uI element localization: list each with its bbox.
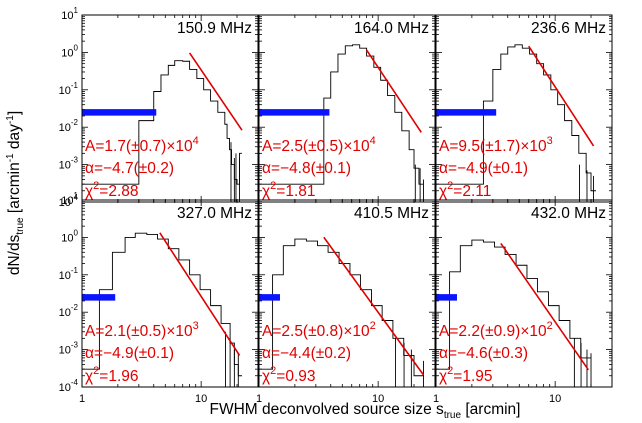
x-axis-title: FWHM deconvolved source size strue [arcm… <box>210 401 521 421</box>
power-law-fit <box>323 236 425 376</box>
y-tick-label: 10-1 <box>59 81 79 97</box>
fit-chi2-label: χ2=1.95 <box>439 365 493 385</box>
axes-frame <box>258 199 436 388</box>
x-tick-label: 10 <box>549 393 561 405</box>
fit-amplitude-label: A=2.2(±0.9)×102 <box>439 320 553 340</box>
fit-chi2-label: χ2=1.81 <box>262 180 316 200</box>
y-tick-label: 100 <box>61 228 78 244</box>
power-law-fit <box>365 49 422 133</box>
frequency-label: 236.6 MHz <box>531 20 606 37</box>
histogram-series <box>436 239 592 370</box>
x-tick-label: 1 <box>79 393 85 405</box>
y-tick-label: 10-1 <box>59 266 79 282</box>
fit-slope-label: α=−4.8(±0.1) <box>262 160 351 177</box>
power-law-fit <box>159 232 241 356</box>
y-tick-label: 10-3 <box>59 156 79 172</box>
panel-5: 410.5 MHz A=2.5(±0.8)×102 α=−4.4(±0.2) χ2=0… <box>256 199 436 405</box>
fit-chi2-label: χ2=2.11 <box>439 180 491 200</box>
fit-amplitude-label: A=9.5(±1.7)×103 <box>439 135 553 155</box>
panel-4: 327.0 MHz A=2.1(±0.5)×103 α=−4.9(±0.1) χ2=1… <box>59 191 259 405</box>
x-tick-label: 10 <box>372 393 384 405</box>
y-tick-label: 101 <box>61 6 78 22</box>
power-law-fit <box>188 52 243 131</box>
fit-amplitude-label: A=1.7(±0.7)×104 <box>85 135 199 155</box>
axes-frame <box>81 199 259 388</box>
power-law-fit <box>500 242 590 371</box>
fit-slope-label: α=−4.6(±0.3) <box>439 345 528 362</box>
axes-frame <box>81 14 259 203</box>
fit-chi2-label: χ2=2.88 <box>85 180 139 200</box>
frequency-label: 327.0 MHz <box>177 205 252 222</box>
power-law-fit <box>528 45 595 147</box>
y-tick-label: 10-3 <box>59 341 79 357</box>
frequency-label: 164.0 MHz <box>354 20 429 37</box>
fit-amplitude-label: A=2.5(±0.8)×102 <box>262 320 376 340</box>
fit-chi2-label: χ2=1.96 <box>85 365 139 385</box>
fit-chi2-label: χ2=0.93 <box>262 365 316 385</box>
panel-1: 150.9 MHz A=1.7(±0.7)×104 α=−4.7(±0.2) χ2=2… <box>59 6 259 209</box>
x-tick-label: 1 <box>256 393 262 405</box>
frequency-label: 410.5 MHz <box>354 205 429 222</box>
axes-frame <box>435 199 613 388</box>
x-tick-label: 10 <box>195 393 207 405</box>
axes-frame <box>258 14 436 203</box>
panel-2: 164.0 MHz A=2.5(±0.5)×104 α=−4.8(±0.1) χ2=1… <box>258 14 436 203</box>
x-tick-label: 1 <box>433 393 439 405</box>
panel-6: 432.0 MHz A=2.2(±0.9)×102 α=−4.6(±0.3) χ2=1… <box>433 199 613 405</box>
fit-slope-label: α=−4.9(±0.1) <box>439 160 528 177</box>
y-tick-label: 101 <box>61 191 78 207</box>
y-tick-label: 10-4 <box>59 378 79 394</box>
panel-3: 236.6 MHz A=9.5(±1.7)×103 α=−4.9(±0.1) χ2=2… <box>435 14 613 203</box>
y-axis-title: dN/dstrue [arcmin-1 day-1] <box>5 111 26 275</box>
histogram-series <box>259 238 424 377</box>
axes-frame <box>435 14 613 203</box>
fit-slope-label: α=−4.9(±0.1) <box>85 345 174 362</box>
fit-slope-label: α=−4.7(±0.2) <box>85 160 174 177</box>
fit-slope-label: α=−4.4(±0.2) <box>262 345 351 362</box>
y-tick-label: 10-2 <box>59 303 79 319</box>
histogram-series <box>82 60 242 185</box>
frequency-label: 432.0 MHz <box>531 205 606 222</box>
y-tick-label: 10-4 <box>59 193 79 209</box>
y-tick-label: 10-2 <box>59 118 79 134</box>
fit-amplitude-label: A=2.1(±0.5)×103 <box>85 320 199 340</box>
panels: 150.9 MHz A=1.7(±0.7)×104 α=−4.7(±0.2) χ2=2… <box>59 6 613 405</box>
frequency-label: 150.9 MHz <box>177 20 252 37</box>
fit-amplitude-label: A=2.5(±0.5)×104 <box>262 135 376 155</box>
y-tick-label: 100 <box>61 43 78 59</box>
